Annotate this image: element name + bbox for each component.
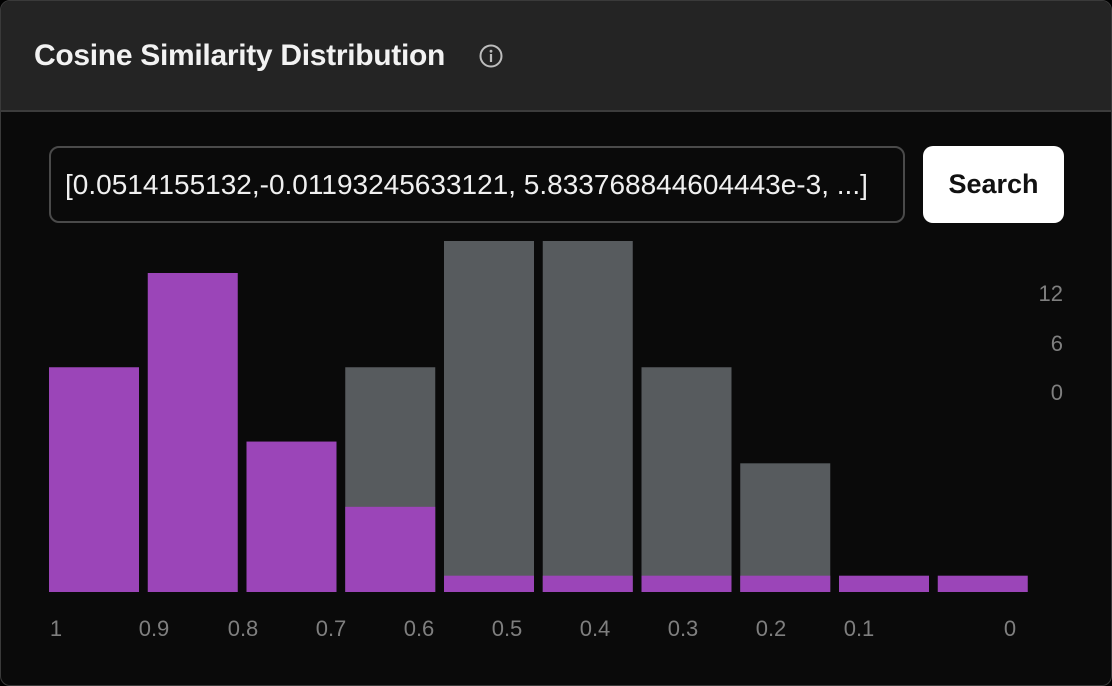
search-button[interactable]: Search — [923, 146, 1064, 223]
match-bar[interactable] — [147, 273, 238, 592]
card-title: Cosine Similarity Distribution — [34, 39, 446, 72]
x-tick-label: 0.7 — [316, 616, 347, 641]
match-bar[interactable] — [542, 575, 633, 592]
info-icon[interactable] — [479, 44, 503, 68]
similarity-histogram: 1 0.9 0.8 0.7 0.6 0.5 0.4 0.3 0.2 0.1 0 12 6 0 — [49, 241, 1063, 641]
match-bar[interactable] — [839, 575, 929, 592]
total-bar[interactable] — [444, 241, 534, 592]
x-tick-label: 0.5 — [492, 616, 523, 641]
x-tick-label: 0.6 — [404, 616, 435, 641]
x-tick-label: 0.9 — [139, 616, 170, 641]
y-tick-label: 0 — [1051, 380, 1063, 405]
x-tick-label: 0.4 — [580, 616, 611, 641]
match-bar[interactable] — [641, 575, 732, 592]
match-bar[interactable] — [345, 506, 436, 592]
match-bar[interactable] — [246, 441, 337, 592]
total-bar[interactable] — [542, 241, 633, 592]
total-bar[interactable] — [641, 367, 732, 592]
y-tick-label: 12 — [1039, 281, 1063, 306]
vector-search-input[interactable] — [49, 146, 905, 223]
x-tick-label: 0.1 — [844, 616, 875, 641]
card-header: Cosine Similarity Distribution — [1, 1, 1111, 112]
match-bar[interactable] — [937, 575, 1028, 592]
match-bar[interactable] — [740, 575, 831, 592]
y-tick-label: 6 — [1051, 331, 1063, 356]
x-tick-label: 0 — [1004, 616, 1016, 641]
x-tick-label: 0.8 — [228, 616, 259, 641]
match-bar[interactable] — [444, 575, 534, 592]
x-tick-label: 0.3 — [668, 616, 699, 641]
x-tick-label: 0.2 — [756, 616, 787, 641]
match-bar[interactable] — [49, 367, 139, 592]
x-tick-label: 1 — [50, 616, 62, 641]
total-bar[interactable] — [740, 463, 831, 592]
